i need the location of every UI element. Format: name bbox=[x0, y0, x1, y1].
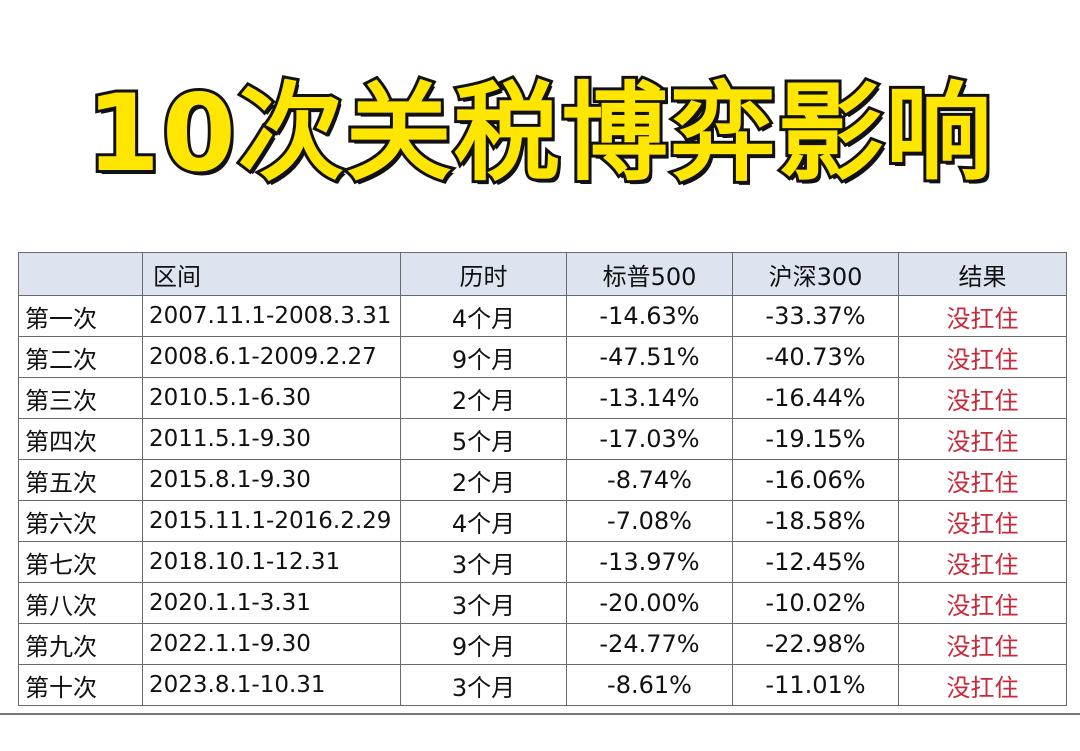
cell-result: 没扛住 bbox=[898, 459, 1067, 501]
cell-result: 没扛住 bbox=[898, 582, 1067, 624]
table-row: 第八次 2020.1.1-3.31 3个月 -20.00% -10.02% 没扛住 bbox=[18, 582, 1067, 624]
bottom-divider bbox=[0, 713, 1080, 715]
cell-round: 第八次 bbox=[18, 582, 143, 624]
cell-result: 没扛住 bbox=[898, 500, 1067, 542]
cell-range: 2023.8.1-10.31 bbox=[142, 664, 401, 706]
cell-sp500: -24.77% bbox=[566, 623, 733, 665]
header-duration: 历时 bbox=[400, 252, 567, 296]
table-row: 第七次 2018.10.1-12.31 3个月 -13.97% -12.45% 没扛住 bbox=[18, 541, 1067, 583]
cell-duration: 5个月 bbox=[400, 418, 567, 460]
cell-duration: 4个月 bbox=[400, 500, 567, 542]
cell-hs300: -19.15% bbox=[732, 418, 899, 460]
tariff-impact-table: 区间 历时 标普500 沪深300 结果 第一次 2007.11.1-2008.3… bbox=[18, 252, 1067, 706]
cell-result: 没扛住 bbox=[898, 295, 1067, 337]
cell-range: 2008.6.1-2009.2.27 bbox=[142, 336, 401, 378]
cell-duration: 4个月 bbox=[400, 295, 567, 337]
header-range: 区间 bbox=[142, 252, 401, 296]
table-body: 第一次 2007.11.1-2008.3.31 4个月 -14.63% -33.37% 没… bbox=[18, 295, 1067, 706]
cell-result: 没扛住 bbox=[898, 418, 1067, 460]
cell-range: 2018.10.1-12.31 bbox=[142, 541, 401, 583]
cell-result: 没扛住 bbox=[898, 377, 1067, 419]
cell-duration: 3个月 bbox=[400, 541, 567, 583]
cell-round: 第九次 bbox=[18, 623, 143, 665]
cell-duration: 2个月 bbox=[400, 377, 567, 419]
cell-sp500: -47.51% bbox=[566, 336, 733, 378]
cell-sp500: -20.00% bbox=[566, 582, 733, 624]
cell-result: 没扛住 bbox=[898, 664, 1067, 706]
header-row: 区间 历时 标普500 沪深300 结果 bbox=[18, 252, 1067, 296]
cell-hs300: -16.06% bbox=[732, 459, 899, 501]
cell-round: 第二次 bbox=[18, 336, 143, 378]
cell-round: 第五次 bbox=[18, 459, 143, 501]
cell-hs300: -11.01% bbox=[732, 664, 899, 706]
cell-range: 2007.11.1-2008.3.31 bbox=[142, 295, 401, 337]
cell-round: 第三次 bbox=[18, 377, 143, 419]
cell-range: 2015.11.1-2016.2.29 bbox=[142, 500, 401, 542]
cell-result: 没扛住 bbox=[898, 623, 1067, 665]
cell-range: 2011.5.1-9.30 bbox=[142, 418, 401, 460]
cell-sp500: -14.63% bbox=[566, 295, 733, 337]
cell-sp500: -8.61% bbox=[566, 664, 733, 706]
cell-range: 2020.1.1-3.31 bbox=[142, 582, 401, 624]
header-hs300: 沪深300 bbox=[732, 252, 899, 296]
table-row: 第三次 2010.5.1-6.30 2个月 -13.14% -16.44% 没扛住 bbox=[18, 377, 1067, 419]
cell-duration: 9个月 bbox=[400, 623, 567, 665]
cell-sp500: -7.08% bbox=[566, 500, 733, 542]
table-row: 第二次 2008.6.1-2009.2.27 9个月 -47.51% -40.73% 没扛… bbox=[18, 336, 1067, 378]
cell-range: 2015.8.1-9.30 bbox=[142, 459, 401, 501]
cell-round: 第七次 bbox=[18, 541, 143, 583]
header-result: 结果 bbox=[898, 252, 1067, 296]
cell-hs300: -33.37% bbox=[732, 295, 899, 337]
cell-range: 2010.5.1-6.30 bbox=[142, 377, 401, 419]
cell-sp500: -8.74% bbox=[566, 459, 733, 501]
cell-sp500: -17.03% bbox=[566, 418, 733, 460]
cell-result: 没扛住 bbox=[898, 541, 1067, 583]
cell-duration: 2个月 bbox=[400, 459, 567, 501]
cell-duration: 9个月 bbox=[400, 336, 567, 378]
cell-round: 第六次 bbox=[18, 500, 143, 542]
cell-round: 第一次 bbox=[18, 295, 143, 337]
cell-duration: 3个月 bbox=[400, 664, 567, 706]
table-row: 第十次 2023.8.1-10.31 3个月 -8.61% -11.01% 没扛住 bbox=[18, 664, 1067, 706]
table-row: 第四次 2011.5.1-9.30 5个月 -17.03% -19.15% 没扛住 bbox=[18, 418, 1067, 460]
cell-range: 2022.1.1-9.30 bbox=[142, 623, 401, 665]
table-row: 第九次 2022.1.1-9.30 9个月 -24.77% -22.98% 没扛住 bbox=[18, 623, 1067, 665]
cell-hs300: -22.98% bbox=[732, 623, 899, 665]
cell-hs300: -10.02% bbox=[732, 582, 899, 624]
cell-hs300: -12.45% bbox=[732, 541, 899, 583]
table-header: 区间 历时 标普500 沪深300 结果 bbox=[18, 252, 1067, 296]
cell-round: 第四次 bbox=[18, 418, 143, 460]
table-row: 第六次 2015.11.1-2016.2.29 4个月 -7.08% -18.58% 没扛… bbox=[18, 500, 1067, 542]
cell-result: 没扛住 bbox=[898, 336, 1067, 378]
header-sp500: 标普500 bbox=[566, 252, 733, 296]
table-row: 第一次 2007.11.1-2008.3.31 4个月 -14.63% -33.37% 没… bbox=[18, 295, 1067, 337]
cell-hs300: -16.44% bbox=[732, 377, 899, 419]
cell-round: 第十次 bbox=[18, 664, 143, 706]
cell-sp500: -13.97% bbox=[566, 541, 733, 583]
cell-hs300: -18.58% bbox=[732, 500, 899, 542]
cell-hs300: -40.73% bbox=[732, 336, 899, 378]
header-round bbox=[18, 252, 143, 296]
cell-duration: 3个月 bbox=[400, 582, 567, 624]
table-row: 第五次 2015.8.1-9.30 2个月 -8.74% -16.06% 没扛住 bbox=[18, 459, 1067, 501]
page-title: 10次关税博弈影响 bbox=[83, 69, 995, 198]
cell-sp500: -13.14% bbox=[566, 377, 733, 419]
